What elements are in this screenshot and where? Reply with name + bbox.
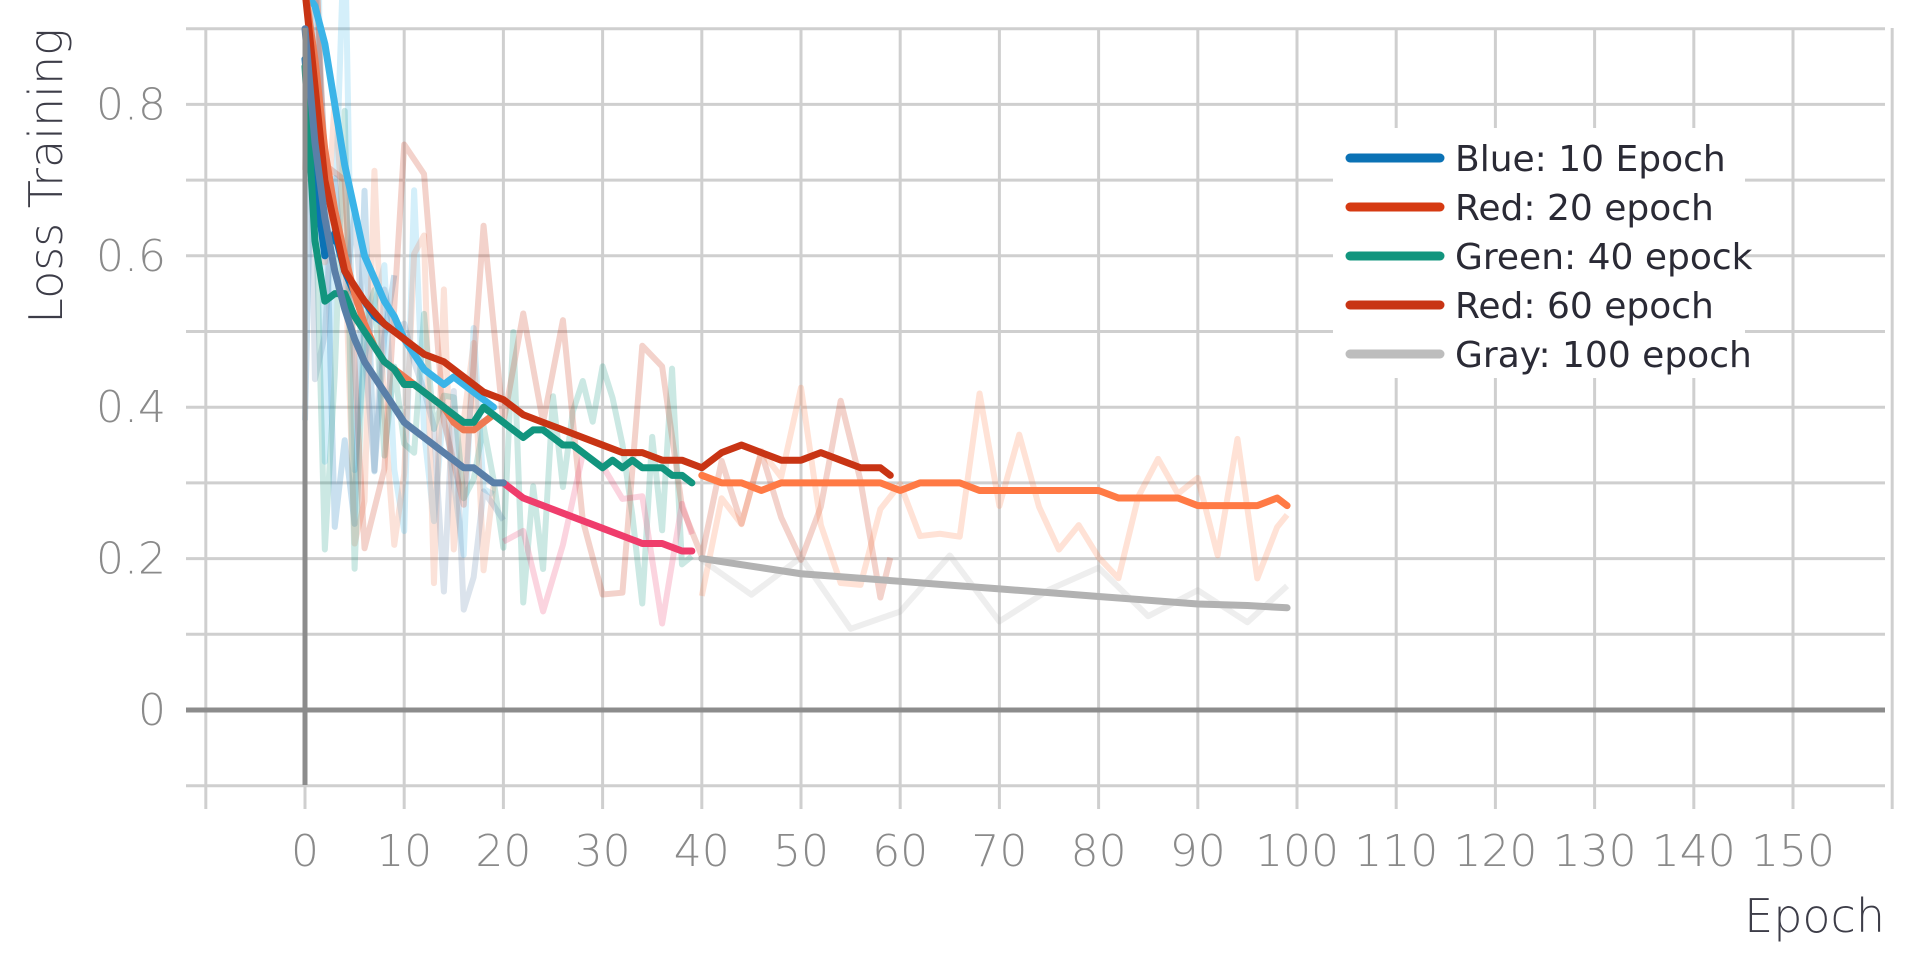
- legend-label: Gray: 100 epoch: [1455, 335, 1752, 376]
- x-tick-label: 60: [872, 826, 928, 877]
- series-line-8: [301, 25, 507, 487]
- series-line-7: [698, 555, 1291, 612]
- raw-trace: [314, 0, 894, 601]
- x-tick-label: 10: [376, 826, 432, 877]
- series-line-3: [301, 63, 696, 487]
- y-tick-label: 0.4: [96, 382, 166, 433]
- y-tick-label: 0.6: [96, 231, 166, 282]
- x-tick-label: 0: [291, 826, 319, 877]
- grid: [186, 27, 1894, 788]
- series-line-5: [698, 471, 1291, 510]
- raw-trace: [698, 384, 1290, 597]
- tick-labels: 0 10 20 30 40 50 60 70 80 90 100 110 120 130 140 150 0 0.…: [96, 79, 1835, 877]
- raw-trace: [316, 0, 495, 558]
- x-tick-label: 120: [1453, 826, 1537, 877]
- raw-trace: [700, 552, 1290, 632]
- x-axis-title: Epoch: [1744, 889, 1885, 943]
- axes: [186, 28, 1894, 809]
- y-tick-label: 0.8: [96, 79, 166, 130]
- x-tick-label: 150: [1751, 826, 1835, 877]
- y-tick-label: 0.2: [96, 534, 166, 585]
- series-layer: [301, 0, 1291, 612]
- x-tick-label: 140: [1652, 826, 1736, 877]
- y-tick-label: 0: [138, 685, 166, 736]
- series-line-0: [306, 0, 497, 411]
- series-line-6: [499, 479, 696, 555]
- x-tick-label: 110: [1354, 826, 1438, 877]
- x-tick-label: 70: [971, 826, 1027, 877]
- x-tick-label: 50: [773, 826, 829, 877]
- raw-trace: [302, 0, 398, 530]
- legend-label: Green: 40 epock: [1455, 237, 1753, 278]
- legend-label: Red: 20 epoch: [1455, 188, 1714, 229]
- raw-noise-layer: [302, 0, 1290, 632]
- legend-label: Blue: 10 Epoch: [1455, 139, 1726, 180]
- x-tick-label: 80: [1071, 826, 1127, 877]
- x-tick-label: 100: [1255, 826, 1339, 877]
- legend-label: Red: 60 epoch: [1455, 286, 1714, 327]
- x-tick-label: 130: [1553, 826, 1637, 877]
- x-tick-label: 90: [1170, 826, 1226, 877]
- legend: Blue: 10 Epoch Red: 20 epoch Green: 40 epo…: [1333, 128, 1753, 378]
- x-tick-label: 20: [475, 826, 531, 877]
- x-tick-label: 30: [575, 826, 631, 877]
- y-axis-title: Loss Training: [19, 28, 73, 323]
- x-tick-label: 40: [674, 826, 730, 877]
- series-line-4: [302, 0, 894, 479]
